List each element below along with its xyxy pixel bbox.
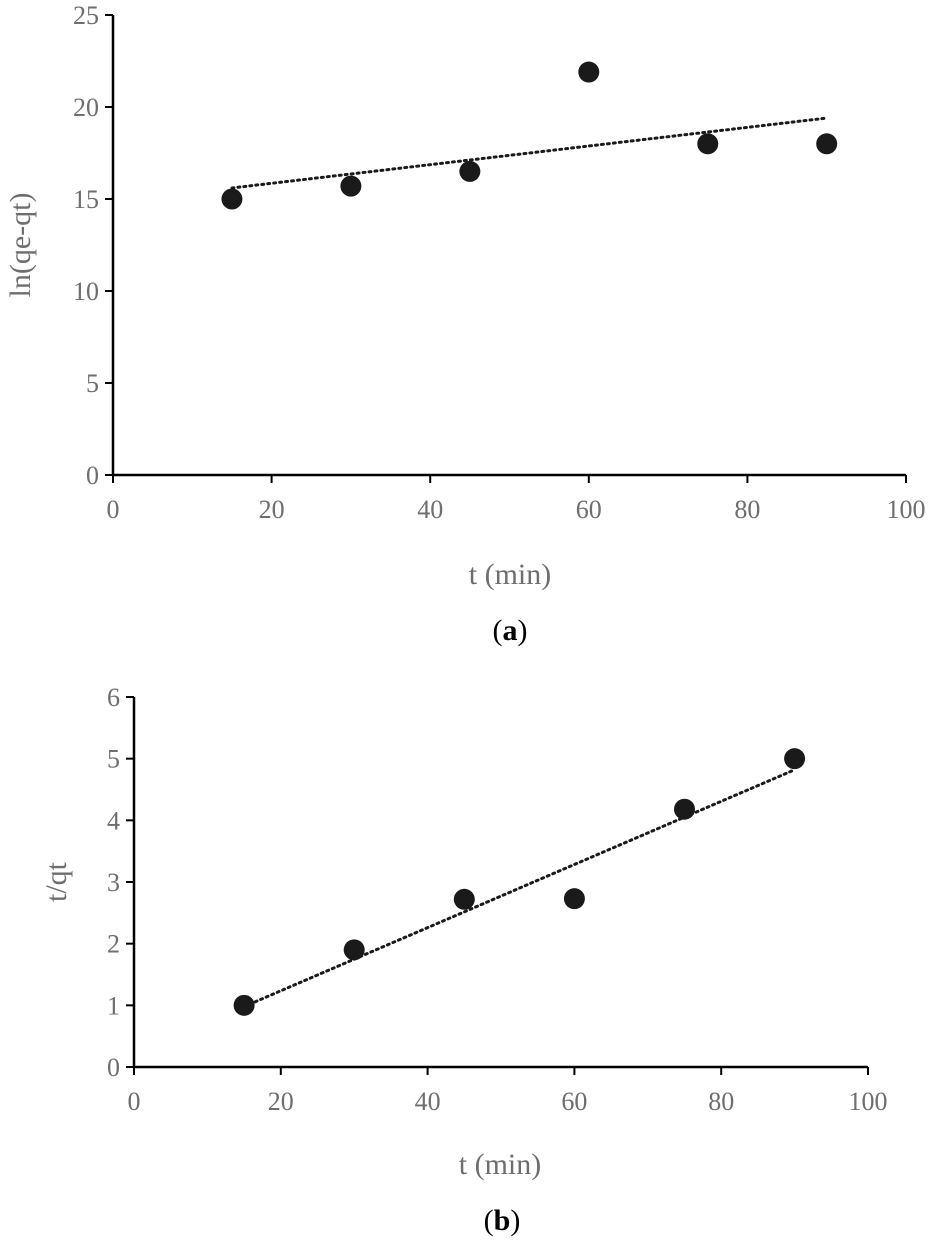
panel-a: 0 20 40 60 80 100 0 5 10 15 20 25 t (min) ln(qe-qt)…: [4, 1, 926, 647]
panel-b-data-point: [784, 748, 806, 770]
panel-b-y-tick-label: 5: [107, 745, 120, 774]
panel-b-y-tick-label: 2: [107, 930, 120, 959]
panel-a-y-tick-label: 5: [86, 369, 99, 398]
panel-b-y-tick-label: 1: [107, 991, 120, 1020]
panel-a-data-point: [459, 160, 481, 182]
panel-a-x-tick-label: 40: [417, 495, 443, 524]
panel-b-x-tick-label: 40: [415, 1087, 441, 1116]
panel-b-data-point: [343, 939, 365, 961]
panel-b-caption-open: (: [484, 1204, 494, 1237]
panel-b-data-point: [453, 888, 475, 910]
panel-a-x-tick-label: 0: [107, 495, 120, 524]
panel-a-x-tick-label: 20: [259, 495, 285, 524]
panel-b-y-tick-label: 4: [107, 806, 120, 835]
panel-b-xlabel: t (min): [459, 1148, 542, 1181]
panel-a-data-point: [697, 133, 719, 155]
panel-a-caption-close: ): [518, 614, 528, 647]
panel-b-y-tick-label: 0: [107, 1053, 120, 1082]
panel-a-data-point: [816, 133, 838, 155]
panel-a-x-tick-label: 80: [734, 495, 760, 524]
panel-b-x-tick-label: 0: [128, 1087, 141, 1116]
panel-a-ylabel: ln(qe-qt): [4, 193, 37, 298]
panel-b-y-tick-label: 3: [107, 868, 120, 897]
panel-a-y-tick-label: 25: [73, 1, 99, 30]
panel-a-data-point: [578, 61, 600, 83]
panel-b: 0 20 40 60 80 100 0 1 2 3 4 5 6 t (min) t/qt (b): [40, 683, 888, 1237]
panel-a-x-tick-label: 100: [887, 495, 926, 524]
panel-b-data-point: [563, 888, 585, 910]
panel-a-xlabel: t (min): [469, 558, 552, 591]
panel-b-caption: (b): [484, 1204, 521, 1237]
panel-a-caption-letter: a: [503, 614, 518, 647]
panel-b-x-tick-label: 60: [561, 1087, 587, 1116]
panel-b-data-point: [674, 798, 695, 820]
panel-a-y-tick-label: 0: [86, 461, 99, 490]
panel-a-plot: 0 20 40 60 80 100 0 5 10 15 20 25: [73, 1, 926, 524]
panel-b-x-tick-label: 20: [268, 1087, 294, 1116]
panel-b-caption-letter: b: [494, 1204, 511, 1237]
panel-a-caption: (a): [493, 614, 528, 647]
panel-b-trendline: [242, 768, 797, 1009]
panel-a-data-point: [221, 188, 243, 210]
panel-a-trendline: [230, 116, 829, 190]
panel-b-caption-close: ): [510, 1204, 520, 1237]
panel-a-y-tick-label: 15: [73, 185, 99, 214]
panel-a-y-tick-label: 20: [73, 93, 99, 122]
panel-a-data-point: [340, 175, 362, 197]
panel-b-x-tick-label: 80: [708, 1087, 734, 1116]
panel-a-caption-open: (: [493, 614, 503, 647]
panel-a-y-tick-label: 10: [73, 277, 99, 306]
panel-b-y-tick-label: 6: [107, 683, 120, 712]
panel-b-x-tick-label: 100: [849, 1087, 888, 1116]
panel-b-plot: 0 20 40 60 80 100 0 1 2 3 4 5 6: [107, 683, 888, 1116]
panel-b-data-point: [233, 994, 255, 1016]
panel-a-x-tick-label: 60: [576, 495, 602, 524]
panel-b-ylabel: t/qt: [40, 861, 73, 902]
